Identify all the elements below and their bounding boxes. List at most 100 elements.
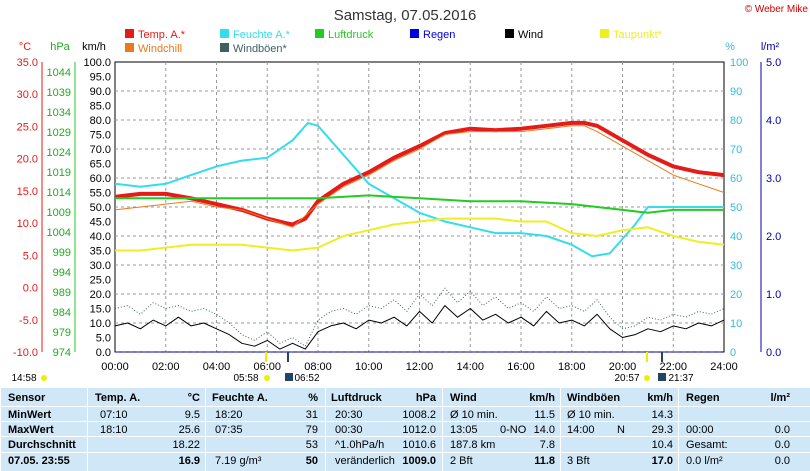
- table-row-separator: [0, 406, 810, 407]
- x-tick-label: 10:00: [355, 361, 383, 373]
- hpa-tick-label: 1024: [47, 147, 71, 159]
- legend-swatch: [220, 29, 229, 38]
- kmh-tick-label: 60.0: [90, 173, 111, 185]
- table-separator: [560, 388, 561, 471]
- percent-tick-label: 50: [730, 202, 742, 214]
- table-separator: [0, 388, 1, 471]
- series-line-feuchte-a-: [114, 121, 724, 258]
- temp-tick-label: 0.0: [23, 283, 38, 295]
- percent-tick-label: 10: [730, 318, 742, 330]
- x-tick-label: 12:00: [406, 361, 434, 373]
- legend-label: Windböen*: [233, 43, 288, 55]
- table-header-wind: Wind: [450, 392, 477, 404]
- wind-value: 11.8: [534, 455, 555, 467]
- pressure-time: veränderlich: [335, 455, 395, 467]
- hpa-tick-label: 1029: [47, 127, 71, 139]
- temp-tick-label: 25.0: [17, 121, 38, 133]
- series-line-wind: [114, 305, 725, 350]
- sunrise-label-1: 05:58: [233, 373, 258, 384]
- pressure-value: 1008.2: [402, 409, 436, 421]
- temp-tick-label: 15.0: [17, 186, 38, 198]
- table-row-label: Durchschnitt: [8, 439, 76, 451]
- humidity-value: 79: [305, 424, 318, 436]
- temp-value: 9.5: [184, 409, 200, 421]
- x-tick-label: 14:00: [456, 361, 484, 373]
- table-separator: [87, 388, 88, 471]
- gust-time: Ø 10 min.: [567, 409, 615, 421]
- rain-value: 0.0: [774, 424, 790, 436]
- legend-label: Windchill: [138, 43, 182, 55]
- pressure-time: 00:30: [335, 424, 363, 436]
- kmh-tick-label: 15.0: [90, 304, 111, 316]
- percent-tick-label: 40: [730, 231, 742, 243]
- humidity-value: 31: [305, 409, 318, 421]
- table-separator: [442, 388, 443, 471]
- table-header-humidity: Feuchte A.: [212, 392, 268, 404]
- kmh-tick-label: 5.0: [96, 333, 111, 345]
- series-line-temp-a-: [114, 120, 725, 227]
- gust-time: 3 Bft: [567, 455, 590, 467]
- rain-value: 0.0: [774, 455, 790, 467]
- rain-tick-label: 4.0: [766, 115, 781, 127]
- rain-tick-label: 2.0: [766, 231, 781, 243]
- unit-percent: %: [725, 41, 735, 53]
- legend-label: Luftdruck: [328, 29, 374, 41]
- wind-value: 7.8: [539, 439, 555, 451]
- humidity-time: 7.19 g/m³: [215, 455, 262, 467]
- gust-value: 17.0: [651, 455, 673, 467]
- unit-hpa: hPa: [50, 41, 70, 53]
- legend-label: Wind: [518, 29, 543, 41]
- kmh-tick-label: 80.0: [90, 115, 111, 127]
- temp-value: 25.6: [178, 424, 200, 436]
- sunset-label-2: 21:37: [668, 373, 693, 384]
- table-header-wind-unit: km/h: [529, 392, 555, 404]
- temp-tick-label: 35.0: [17, 57, 38, 69]
- hpa-tick-label: 1034: [47, 107, 71, 119]
- percent-tick-label: 60: [730, 173, 742, 185]
- copyright: © Weber Mike: [745, 4, 809, 15]
- x-tick-label: 00:00: [101, 361, 129, 373]
- rain-tick-label: 1.0: [766, 289, 781, 301]
- legend-label: Temp. A.*: [138, 29, 186, 41]
- rain-value: 0.0: [774, 439, 790, 451]
- wind-time: 13:05: [450, 424, 478, 436]
- moon-icon: [285, 373, 293, 381]
- temp-time: 18:10: [100, 424, 128, 436]
- hpa-tick-label: 1039: [47, 87, 71, 99]
- rain-time: 00:00: [686, 424, 714, 436]
- hpa-tick-label: 974: [53, 347, 71, 359]
- sunset-label-1: 20:57: [614, 373, 639, 384]
- series-line-taupunkt-: [115, 217, 725, 252]
- kmh-tick-label: 10.0: [90, 318, 111, 330]
- gust-time: 14:00: [567, 424, 595, 436]
- current-time-label: 14:58: [11, 373, 36, 384]
- rain-tick-label: 0.0: [766, 347, 781, 359]
- humidity-time: 18:20: [215, 409, 243, 421]
- sun-icon: [41, 375, 47, 381]
- kmh-tick-label: 20.0: [90, 289, 111, 301]
- hpa-tick-label: 1019: [47, 167, 71, 179]
- percent-tick-label: 70: [730, 144, 742, 156]
- temp-tick-label: 10.0: [17, 218, 38, 230]
- humidity-time: 07:35: [215, 424, 243, 436]
- legend: Temp. A.* Feuchte A.* Luftdruck Regen Wind Ta…: [125, 29, 663, 55]
- table-row-label: MaxWert: [8, 424, 54, 436]
- temp-value: 18.22: [172, 439, 200, 451]
- kmh-tick-label: 65.0: [90, 159, 111, 171]
- legend-swatch: [125, 43, 134, 52]
- sun-icon: [264, 375, 270, 381]
- pressure-time: 20:30: [335, 409, 363, 421]
- legend-swatch: [600, 29, 609, 38]
- series-line-windchill: [114, 125, 725, 228]
- hpa-tick-label: 1009: [47, 207, 71, 219]
- x-tick-label: 02:00: [152, 361, 180, 373]
- weather-chart: 35.0 30.0 25.0 20.0 15.0 10.0 5.0 0.0 -5.0 -10.0 1…: [11, 4, 809, 384]
- temp-tick-label: 5.0: [23, 250, 38, 262]
- table-header-gust: Windböen: [567, 392, 621, 404]
- kmh-tick-label: 30.0: [90, 260, 111, 272]
- kmh-tick-label: 85.0: [90, 101, 111, 113]
- table-separator: [325, 388, 326, 471]
- kmh-tick-label: 100.0: [83, 57, 111, 69]
- hpa-tick-label: 1014: [47, 187, 71, 199]
- table-header-sensor: Sensor: [8, 392, 46, 404]
